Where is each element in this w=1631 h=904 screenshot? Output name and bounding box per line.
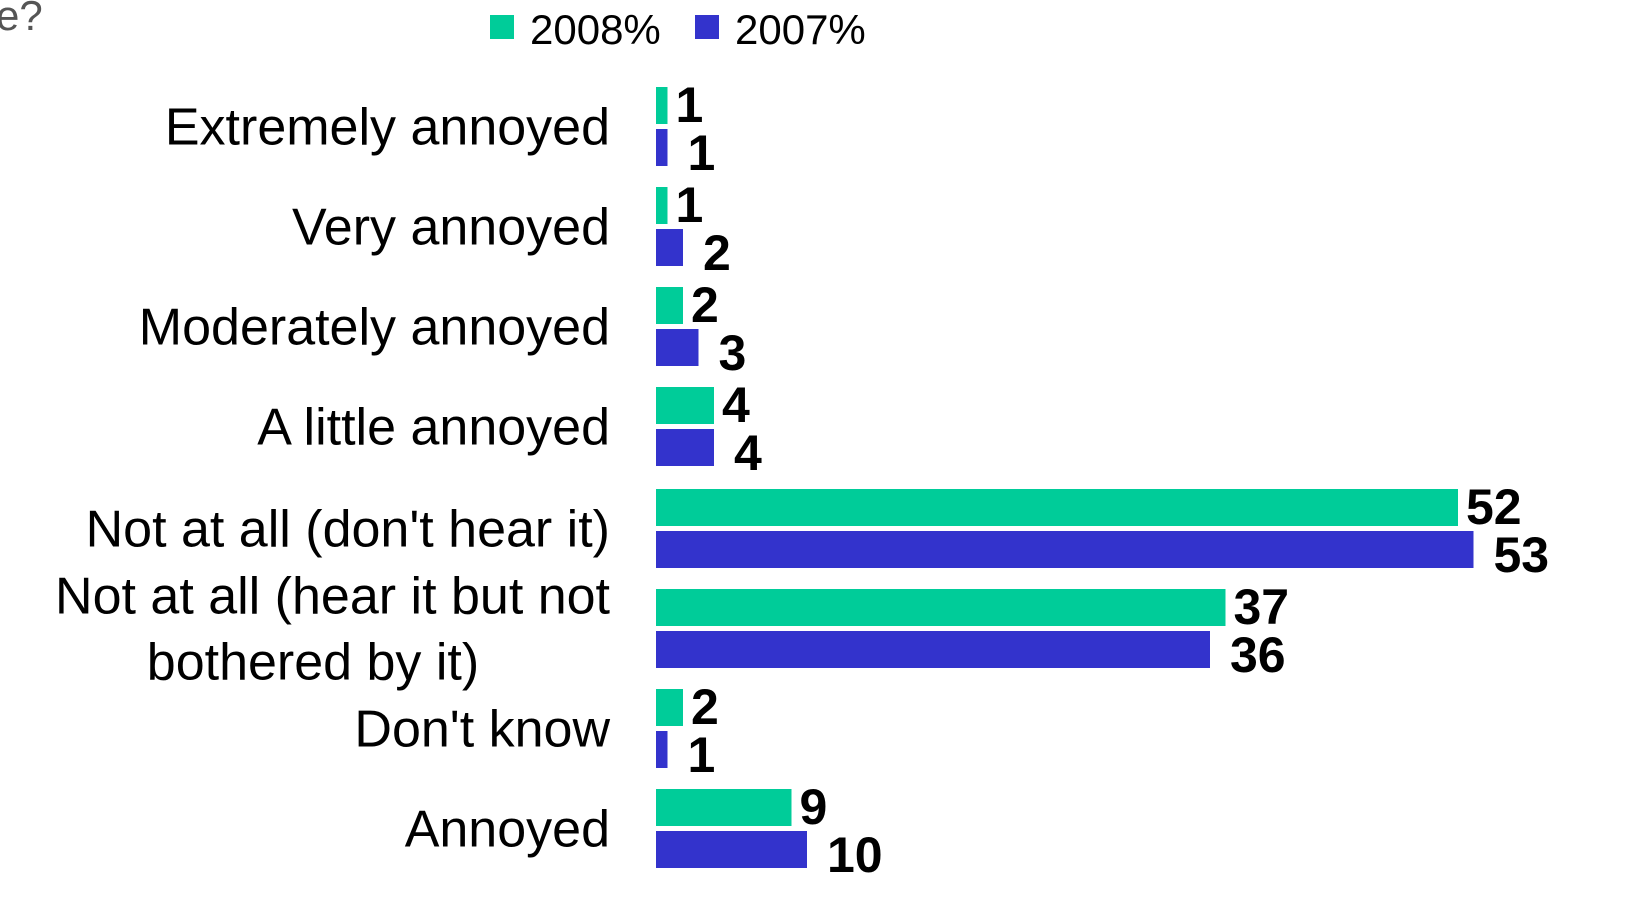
bar-moderately-annoyed-2008	[656, 287, 683, 324]
value-label-extremely-annoyed-2008: 1	[676, 77, 704, 133]
bar-not-at-all-hear-it-but-not-bothered-by-it-2007	[656, 631, 1210, 668]
legend-label-2008: 2008%	[530, 6, 661, 53]
value-label-a-little-annoyed-2008: 4	[722, 377, 750, 433]
category-labels: Extremely annoyed Very annoyed Moderately …	[55, 99, 611, 859]
category-label-don-t-know: Don't know	[354, 701, 610, 759]
legend-label-2007: 2007%	[735, 6, 866, 53]
value-label-very-annoyed-2007: 2	[703, 225, 731, 281]
bar-not-at-all-hear-it-but-not-bothered-by-it-2008	[656, 589, 1226, 626]
category-label-not-at-all-hear-it-but-not-bothered-by-it-line-1: Not at all (hear it but not	[55, 568, 611, 626]
value-label-not-at-all-hear-it-but-not-bothered-by-it-2008: 37	[1234, 579, 1290, 635]
category-label-very-annoyed: Very annoyed	[292, 199, 610, 257]
chart-title-fragment: e?	[0, 0, 43, 39]
value-label-moderately-annoyed-2008: 2	[691, 277, 719, 333]
bar-annoyed-2008	[656, 789, 792, 826]
category-label-not-at-all-hear-it-but-not-bothered-by-it-line-2: bothered by it)	[147, 634, 479, 692]
value-label-don-t-know-2008: 2	[691, 679, 719, 735]
bar-don-t-know-2008	[656, 689, 683, 726]
value-label-very-annoyed-2008: 1	[676, 177, 704, 233]
value-label-extremely-annoyed-2007: 1	[688, 125, 716, 181]
category-label-a-little-annoyed: A little annoyed	[257, 399, 610, 457]
value-label-not-at-all-hear-it-but-not-bothered-by-it-2007: 36	[1230, 627, 1286, 683]
legend-swatch-2008	[490, 15, 514, 39]
category-label-extremely-annoyed: Extremely annoyed	[165, 99, 610, 157]
bar-not-at-all-don-t-hear-it-2008	[656, 489, 1458, 526]
bar-very-annoyed-2008	[656, 187, 668, 224]
bar-extremely-annoyed-2007	[656, 129, 668, 166]
bar-don-t-know-2007	[656, 731, 668, 768]
category-label-annoyed: Annoyed	[405, 801, 610, 859]
value-label-a-little-annoyed-2007: 4	[734, 425, 762, 481]
bar-moderately-annoyed-2007	[656, 329, 699, 366]
bar-a-little-annoyed-2008	[656, 387, 714, 424]
legend: 2008% 2007%	[490, 6, 866, 53]
bar-annoyed-2007	[656, 831, 807, 868]
bar-a-little-annoyed-2007	[656, 429, 714, 466]
category-label-not-at-all-don-t-hear-it: Not at all (don't hear it)	[86, 501, 610, 559]
bar-extremely-annoyed-2008	[656, 87, 668, 124]
value-label-not-at-all-don-t-hear-it-2008: 52	[1466, 479, 1522, 535]
legend-swatch-2007	[695, 15, 719, 39]
bar-not-at-all-don-t-hear-it-2007	[656, 531, 1474, 568]
value-label-moderately-annoyed-2007: 3	[719, 325, 747, 381]
value-label-annoyed-2008: 9	[800, 779, 828, 835]
bars	[656, 87, 1474, 868]
value-label-annoyed-2007: 10	[827, 827, 883, 883]
bar-very-annoyed-2007	[656, 229, 683, 266]
value-label-don-t-know-2007: 1	[688, 727, 716, 783]
value-label-not-at-all-don-t-hear-it-2007: 53	[1494, 527, 1550, 583]
category-label-moderately-annoyed: Moderately annoyed	[139, 299, 610, 357]
